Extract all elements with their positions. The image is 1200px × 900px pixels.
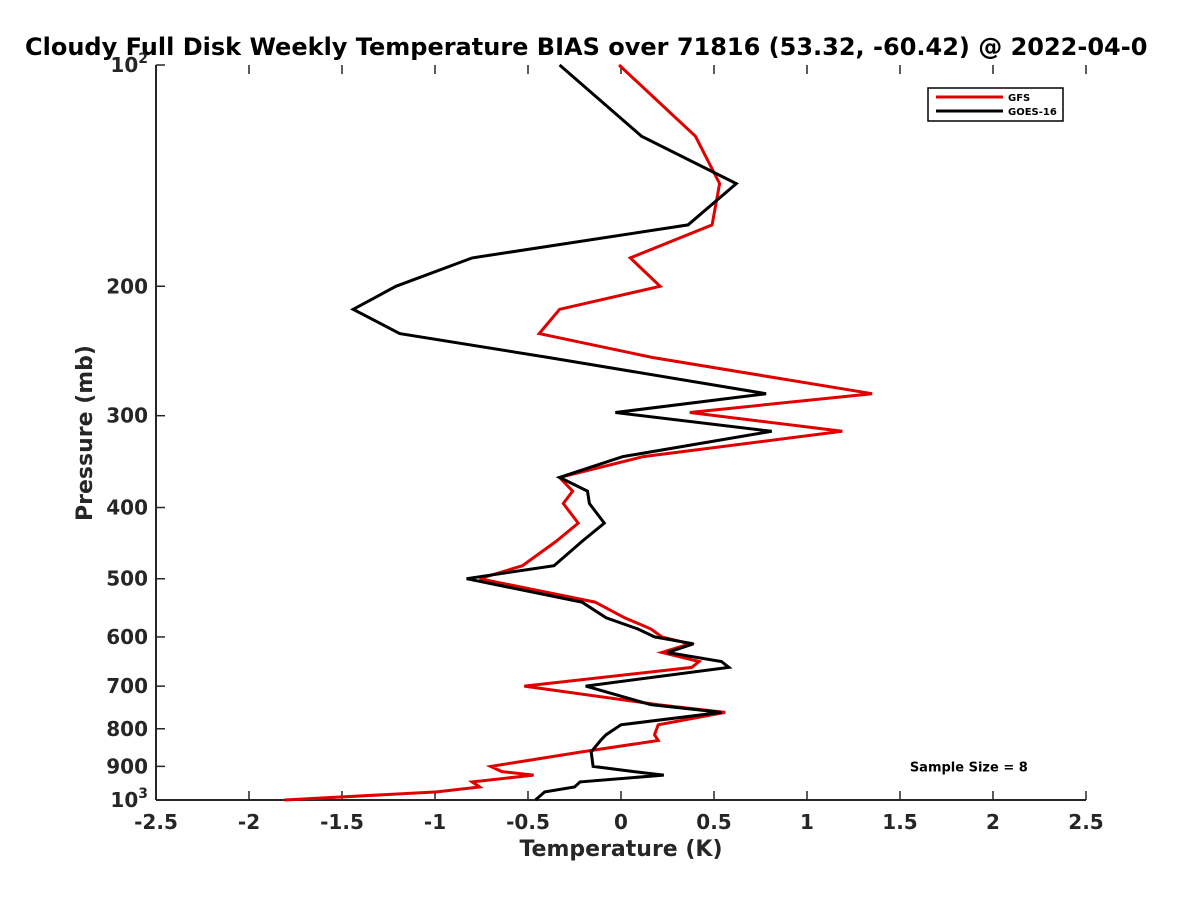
x-tick-label: -2.5 [134,810,178,834]
y-tick-label: 103 [110,786,148,812]
x-tick-label: -1.5 [320,810,364,834]
y-tick-label: 102 [110,51,148,77]
plot-area: -2.5 -2 -1.5 -1 -0.5 0 0.5 1 1.5 2 2.5 102 200 300 40… [106,51,1103,834]
series-line-gfs [284,63,873,802]
x-tick-label: 1 [800,810,814,834]
x-tick-label: 0 [614,810,628,834]
sample-size-annotation: Sample Size = 8 [910,760,1028,775]
x-tick-label: 2.5 [1068,810,1103,834]
series-line-goes-16 [349,63,772,802]
y-tick-label: 400 [106,496,148,520]
y-tick-label: 500 [106,567,148,591]
y-tick-label: 800 [106,717,148,741]
y-tick-label: 600 [106,625,148,649]
y-tick-label: 300 [106,404,148,428]
legend-label-goes-16: GOES-16 [1008,107,1057,118]
legend-box [927,87,1064,122]
y-tick-label: 700 [106,674,148,698]
x-tick-label: 1.5 [882,810,917,834]
x-tick-label: 0.5 [696,810,731,834]
x-tick-label: -2 [238,810,260,834]
x-tick-label: -1 [424,810,446,834]
x-tick-label: -0.5 [506,810,550,834]
series-layer [284,63,873,802]
y-tick-label: 900 [106,754,148,778]
chart-title: Cloudy Full Disk Weekly Temperature BIAS… [25,33,1147,61]
x-axis-title: Temperature (K) [519,837,722,862]
x-tick-label: 2 [986,810,1000,834]
legend: GFS GOES-16 [927,87,1064,122]
y-tick-label: 200 [106,274,148,298]
legend-label-gfs: GFS [1008,93,1030,104]
x-axis-ticks: -2.5 -2 -1.5 -1 -0.5 0 0.5 1 1.5 2 2.5 [134,65,1104,834]
y-axis-title: Pressure (mb) [73,345,98,521]
y-axis-ticks: 102 200 300 400 500 600 700 800 900 103 [106,51,165,812]
